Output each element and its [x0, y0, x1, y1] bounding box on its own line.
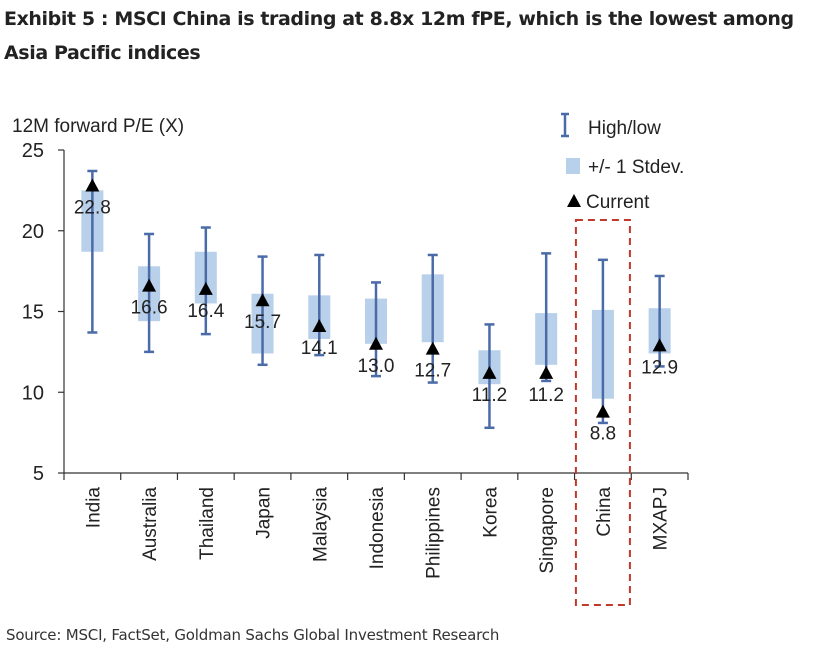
category-label: Thailand	[197, 487, 218, 560]
series-group-china: 8.8 China	[590, 258, 616, 537]
value-label: 16.4	[187, 301, 224, 322]
current-marker	[369, 336, 383, 350]
current-marker	[425, 341, 440, 355]
category-label: Philippines	[424, 487, 445, 579]
legend-current-swatch	[567, 194, 581, 207]
series-group-korea: 11.2 Korea	[472, 323, 508, 538]
legend-label-high-low: High/low	[588, 118, 661, 139]
y-tick-label: 15	[22, 302, 44, 324]
category-label: Australia	[140, 487, 161, 561]
category-label: Japan	[254, 487, 275, 539]
y-tick-label: 10	[22, 382, 44, 404]
current-marker	[142, 278, 157, 292]
current-marker	[595, 404, 610, 418]
current-marker	[539, 365, 554, 379]
category-label: Korea	[480, 487, 501, 538]
value-label: 8.8	[590, 424, 616, 445]
chart-title: Exhibit 5 : MSCI China is trading at 8.8…	[4, 8, 794, 64]
value-label: 22.8	[74, 198, 111, 219]
current-marker	[482, 365, 497, 379]
current-marker	[198, 281, 213, 295]
category-label: Indonesia	[367, 487, 388, 570]
legend-label-stdev: +/- 1 Stdev.	[588, 157, 684, 178]
value-label: 12.9	[641, 357, 678, 378]
category-label: Singapore	[537, 487, 558, 574]
value-label: 15.7	[244, 312, 281, 333]
current-marker	[255, 293, 270, 307]
y-tick-label: 20	[22, 221, 44, 243]
series-group-malaysia: 14.1 Malaysia	[301, 253, 338, 562]
series-group-india: 22.8 India	[74, 169, 111, 529]
category-label: MXAPJ	[651, 487, 672, 550]
current-marker	[312, 319, 327, 333]
series-group-singapore: 11.2 Singapore	[528, 252, 564, 574]
series-group-mxapj: 12.9 MXAPJ	[641, 274, 678, 550]
legend: High/low +/- 1 Stdev. Current	[561, 112, 684, 213]
series-group-indonesia: 13.0 Indonesia	[358, 281, 395, 570]
legend-stdev-swatch	[566, 158, 580, 174]
value-label: 14.1	[301, 338, 338, 359]
series-group-japan: 15.7 Japan	[244, 255, 281, 539]
y-tick-label: 5	[33, 463, 44, 485]
value-label: 12.7	[414, 361, 451, 382]
category-label: Malaysia	[310, 487, 331, 562]
series-group-australia: 16.6 Australia	[131, 232, 168, 561]
series-group-thailand: 16.4 Thailand	[187, 226, 225, 560]
value-label: 11.2	[528, 385, 564, 406]
value-label: 13.0	[358, 356, 395, 377]
current-marker	[652, 338, 667, 352]
series-group-philippines: 12.7 Philippines	[414, 253, 451, 579]
value-label: 16.6	[131, 298, 168, 319]
source-note: Source: MSCI, FactSet, Goldman Sachs Glo…	[6, 626, 500, 644]
value-label: 11.2	[472, 385, 508, 406]
category-label: China	[594, 487, 615, 537]
current-marker	[85, 178, 100, 192]
y-axis-label: 12M forward P/E (X)	[12, 116, 184, 137]
legend-label-current: Current	[586, 192, 650, 213]
category-label: India	[83, 487, 104, 529]
y-tick-label: 25	[22, 140, 44, 162]
china-highlight-box	[574, 219, 631, 606]
